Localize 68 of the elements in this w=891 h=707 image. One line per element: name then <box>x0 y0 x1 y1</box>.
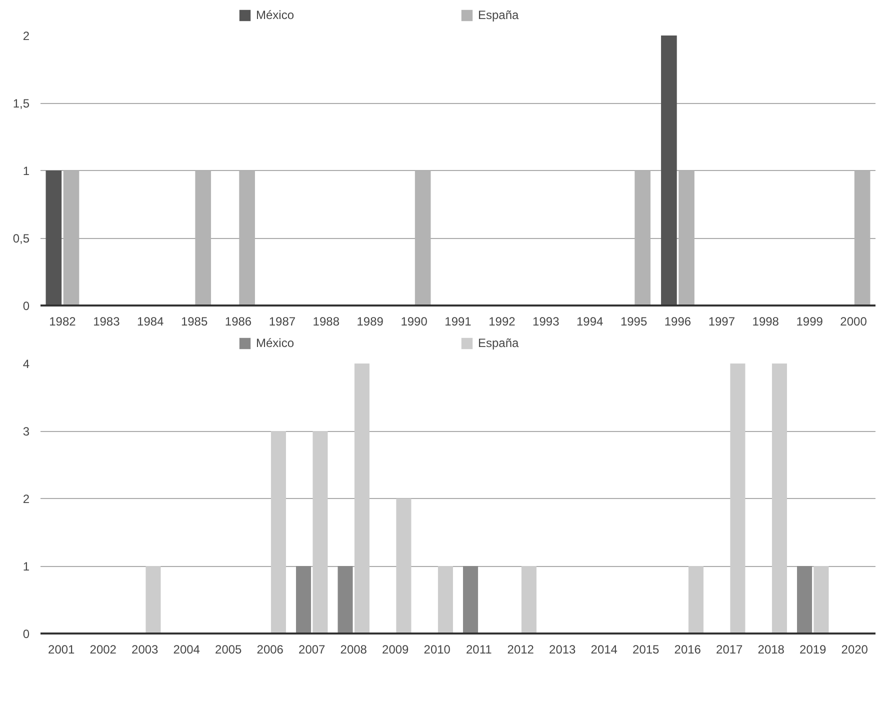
x-tick-label: 2012 <box>507 642 534 656</box>
bar <box>772 364 787 634</box>
bar <box>396 498 412 634</box>
bar <box>730 364 746 634</box>
legend-label: España <box>478 8 520 22</box>
x-tick-label: 2009 <box>382 642 410 656</box>
x-tick-label: 2004 <box>173 642 200 656</box>
x-tick-label: 2010 <box>424 642 451 656</box>
bar <box>270 431 286 634</box>
x-tick-label: 2014 <box>590 642 618 656</box>
x-tick-label: 2015 <box>632 642 660 656</box>
x-tick-label: 1983 <box>93 314 120 328</box>
x-tick-label: 1988 <box>312 314 340 328</box>
x-tick-label: 2019 <box>800 642 827 656</box>
bar <box>797 566 812 634</box>
x-tick-label: 1990 <box>400 314 428 328</box>
y-tick-label: 1 <box>22 164 30 178</box>
legend-label: México <box>256 336 296 350</box>
y-tick-label: 1 <box>22 560 30 574</box>
bar <box>146 566 161 634</box>
x-tick-label: 2007 <box>298 642 326 656</box>
x-tick-label: 2003 <box>132 642 159 656</box>
x-tick-label: 2002 <box>90 642 117 656</box>
x-tick-label: 1998 <box>752 314 780 328</box>
y-tick-label: 0 <box>22 299 30 313</box>
x-tick-label: 2001 <box>48 642 76 656</box>
x-tick-label: 1992 <box>488 314 516 328</box>
x-tick-label: 1991 <box>444 314 472 328</box>
y-tick-label: 1,5 <box>12 96 30 110</box>
legend-label: México <box>256 8 296 22</box>
x-tick-label: 2018 <box>758 642 785 656</box>
legend-label: España <box>478 336 520 350</box>
y-tick-label: 4 <box>22 357 30 371</box>
y-tick-label: 0,5 <box>12 232 30 246</box>
bar <box>354 364 370 634</box>
x-tick-label: 1997 <box>708 314 736 328</box>
x-tick-label: 1984 <box>137 314 164 328</box>
x-tick-label: 2020 <box>841 642 868 656</box>
x-tick-label: 1995 <box>620 314 648 328</box>
bar <box>338 566 353 634</box>
x-tick-label: 2016 <box>674 642 702 656</box>
x-tick-label: 2017 <box>716 642 744 656</box>
y-tick-label: 2 <box>22 492 30 506</box>
x-tick-label: 1985 <box>180 314 208 328</box>
x-tick-label: 2006 <box>256 642 284 656</box>
x-tick-label: 1999 <box>796 314 824 328</box>
bar <box>688 566 704 634</box>
bar <box>463 566 478 634</box>
x-tick-label: 1996 <box>664 314 692 328</box>
y-tick-label: 0 <box>22 627 30 641</box>
bar <box>521 566 536 634</box>
x-tick-label: 1989 <box>356 314 384 328</box>
x-tick-label: 1993 <box>532 314 560 328</box>
bar <box>296 566 312 634</box>
x-tick-label: 2000 <box>840 314 868 328</box>
y-tick-label: 2 <box>22 29 30 43</box>
x-tick-label: 1994 <box>576 314 604 328</box>
bar <box>814 566 829 634</box>
x-tick-label: 1982 <box>49 314 76 328</box>
bar <box>438 566 453 634</box>
x-tick-label: 2011 <box>466 642 492 656</box>
bar <box>312 431 328 634</box>
y-tick-label: 3 <box>22 424 30 438</box>
x-tick-label: 2008 <box>340 642 368 656</box>
x-tick-label: 2005 <box>215 642 242 656</box>
x-tick-label: 2013 <box>549 642 576 656</box>
x-tick-label: 1986 <box>224 314 252 328</box>
x-tick-label: 1987 <box>268 314 296 328</box>
